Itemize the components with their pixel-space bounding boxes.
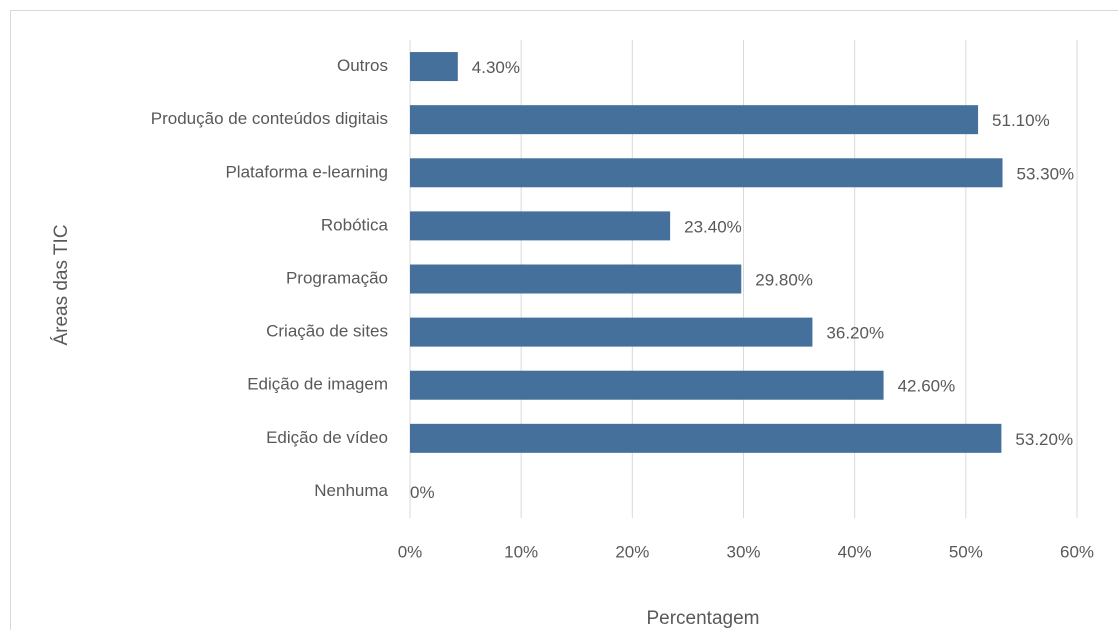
x-tick-label: 50% (949, 542, 983, 561)
y-tick-label: Robótica (321, 215, 389, 234)
x-tick-label: 10% (504, 542, 538, 561)
data-label: 4.30% (472, 58, 520, 77)
x-axis-title: Percentagem (646, 608, 759, 629)
data-label: 53.30% (1017, 164, 1075, 183)
y-tick-label: Nenhuma (314, 481, 388, 500)
data-label: 53.20% (1015, 430, 1073, 449)
y-axis-title: Áreas das TIC (51, 224, 72, 345)
bar (410, 317, 813, 347)
x-tick-label: 30% (726, 542, 760, 561)
bar (410, 264, 742, 294)
data-label: 0% (410, 483, 435, 502)
y-tick-label: Plataforma e-learning (225, 162, 388, 181)
data-label: 23.40% (684, 217, 742, 236)
data-label: 29.80% (755, 270, 813, 289)
y-tick-label: Edição de imagem (247, 375, 388, 394)
y-tick-label: Produção de conteúdos digitais (151, 109, 388, 128)
y-tick-label: Edição de vídeo (266, 428, 388, 447)
y-tick-label: Programação (286, 268, 388, 287)
bar (410, 105, 979, 135)
bar (410, 423, 1002, 453)
y-tick-label: Outros (337, 56, 388, 75)
bar (410, 158, 1003, 188)
bar (410, 370, 884, 400)
x-tick-label: 0% (398, 542, 423, 561)
x-tick-label: 60% (1060, 542, 1094, 561)
bar (410, 211, 671, 241)
bar (410, 52, 458, 82)
x-tick-label: 20% (615, 542, 649, 561)
data-label: 42.60% (898, 377, 956, 396)
data-label: 36.20% (826, 324, 884, 343)
data-label: 51.10% (992, 111, 1050, 130)
x-tick-label: 40% (838, 542, 872, 561)
y-tick-label: Criação de sites (266, 322, 388, 341)
